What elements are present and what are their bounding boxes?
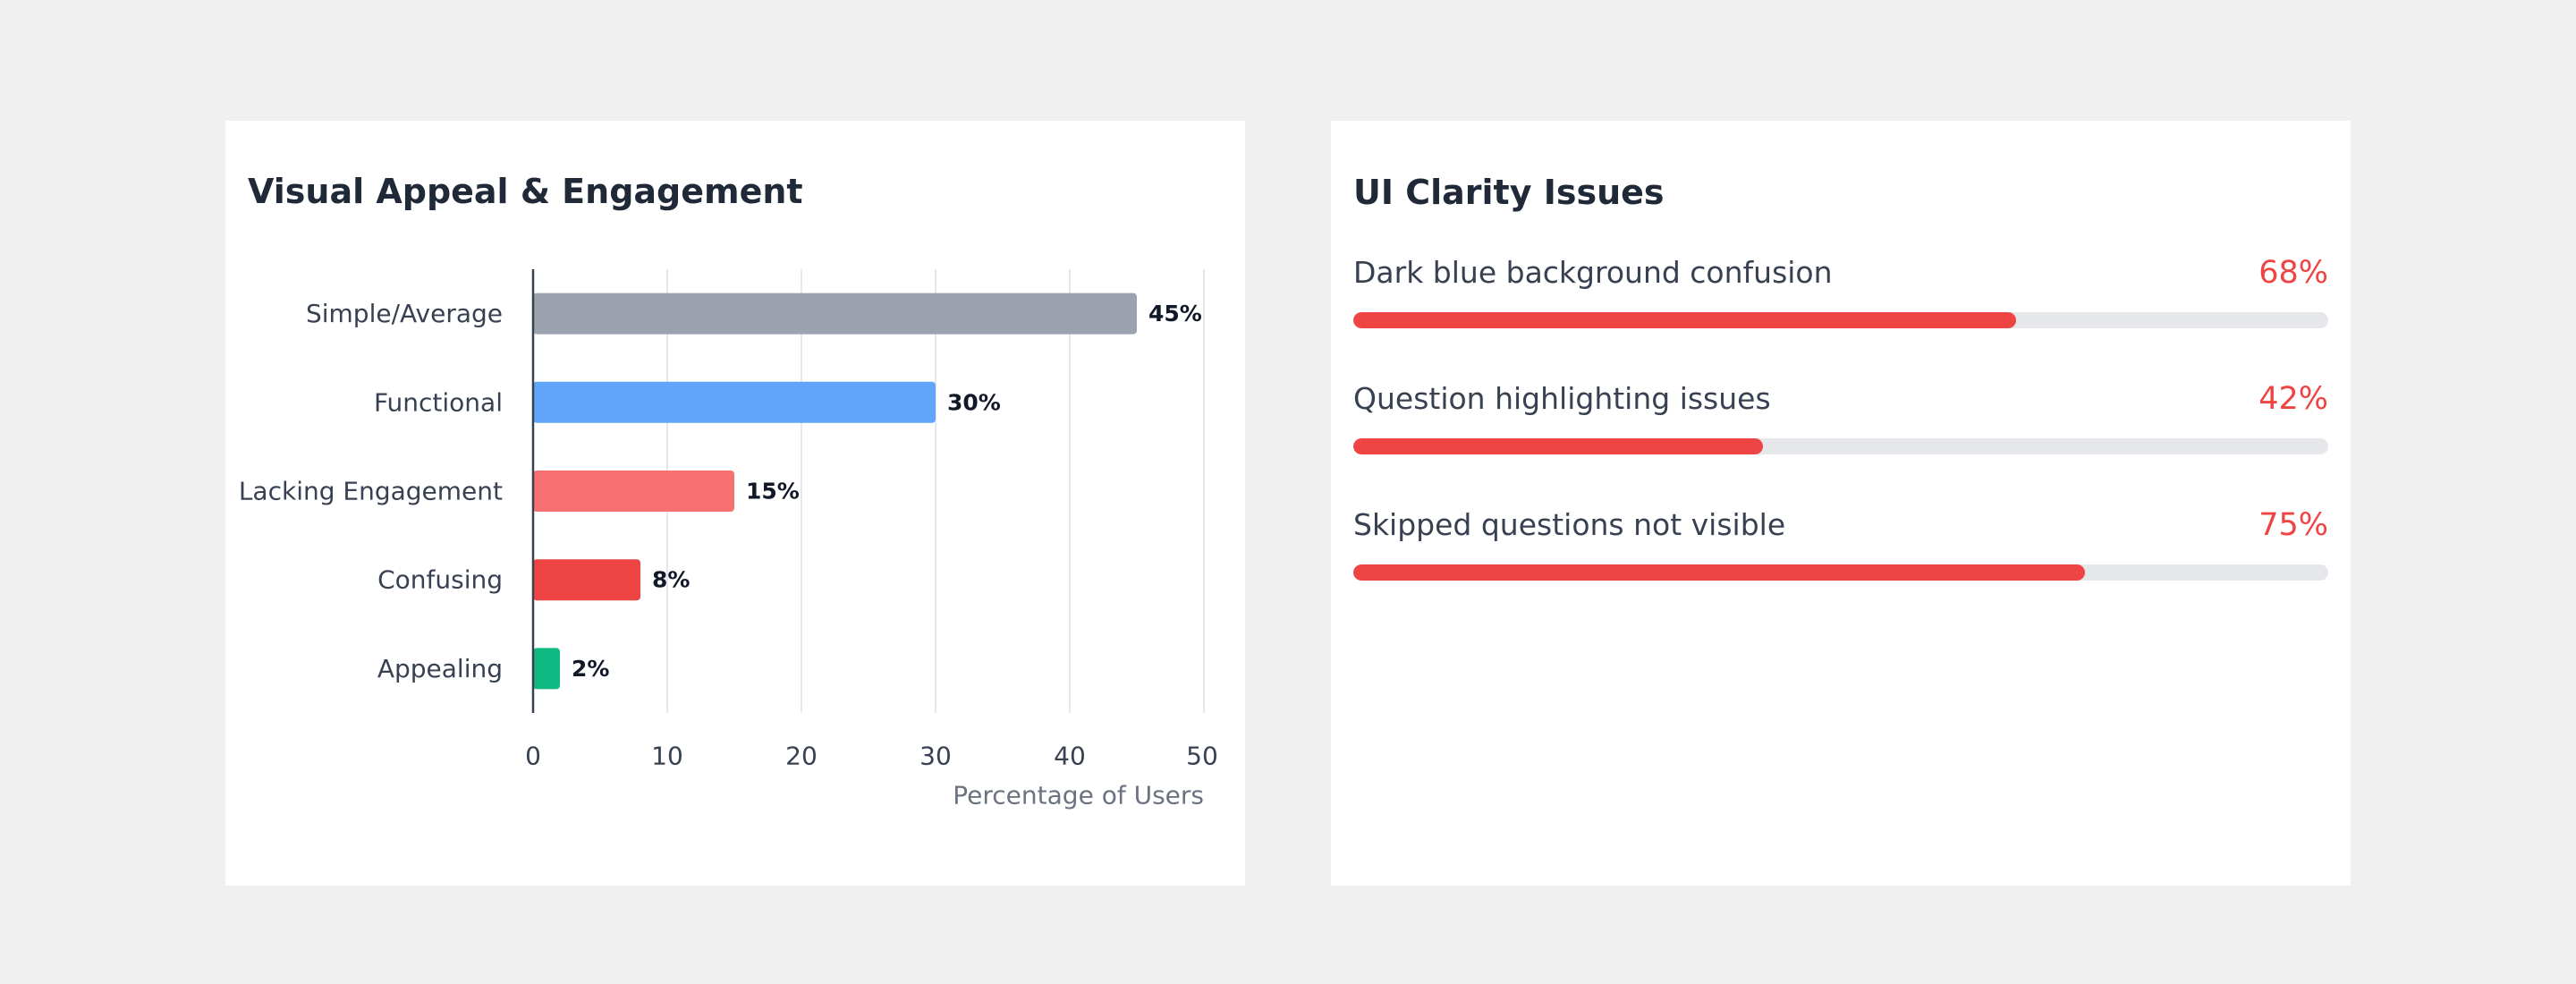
bar-confusing [533, 559, 640, 601]
clarity-progress-track [1353, 564, 2328, 581]
x-tick-label: 30 [919, 742, 952, 771]
ui-clarity-card: UI Clarity Issues Dark blue background c… [1331, 121, 2351, 886]
clarity-issue-label: Question highlighting issues [1353, 381, 1771, 416]
value-label: 45% [1148, 301, 1202, 327]
bar-simple-average [533, 293, 1137, 335]
visual-appeal-card: Visual Appeal & Engagement Simple/Averag… [225, 121, 1245, 886]
x-tick-label: 50 [1186, 742, 1218, 771]
bar-lacking-engagement [533, 471, 734, 512]
category-label: Confusing [377, 565, 503, 595]
clarity-issue-percent: 68% [2258, 255, 2328, 291]
clarity-issue-percent: 75% [2258, 507, 2328, 543]
clarity-issue-item: Skipped questions not visible 75% [1353, 507, 2328, 588]
category-label: Appealing [377, 654, 503, 683]
x-tick-label: 40 [1054, 742, 1086, 771]
bar-appealing [533, 648, 560, 690]
clarity-issue-percent: 42% [2258, 381, 2328, 417]
clarity-issue-label: Skipped questions not visible [1353, 507, 1786, 542]
clarity-issue-label: Dark blue background confusion [1353, 255, 1833, 290]
clarity-progress-fill [1353, 438, 1763, 454]
value-label: 15% [746, 479, 800, 505]
x-axis-title: Percentage of Users [953, 781, 1204, 810]
x-tick-label: 20 [785, 742, 818, 771]
value-label: 30% [947, 389, 1001, 415]
value-label: 2% [572, 656, 609, 682]
x-tick-label: 0 [525, 742, 541, 771]
clarity-progress-fill [1353, 564, 2085, 581]
clarity-progress-fill [1353, 312, 2017, 328]
visual-appeal-title: Visual Appeal & Engagement [248, 172, 803, 211]
visual-appeal-bar-chart: Simple/Average 45% Functional 30% Lacking En… [239, 269, 1218, 810]
clarity-issue-item: Question highlighting issues 42% [1353, 381, 2328, 462]
bar-functional [533, 381, 936, 423]
clarity-progress-track [1353, 312, 2328, 328]
clarity-issue-item: Dark blue background confusion 68% [1353, 255, 2328, 335]
category-label: Lacking Engagement [239, 477, 503, 506]
x-tick-label: 10 [651, 742, 683, 771]
ui-clarity-title: UI Clarity Issues [1353, 173, 1665, 212]
clarity-progress-track [1353, 438, 2328, 454]
category-label: Functional [374, 387, 503, 417]
category-label: Simple/Average [306, 299, 503, 328]
value-label: 8% [652, 567, 690, 593]
